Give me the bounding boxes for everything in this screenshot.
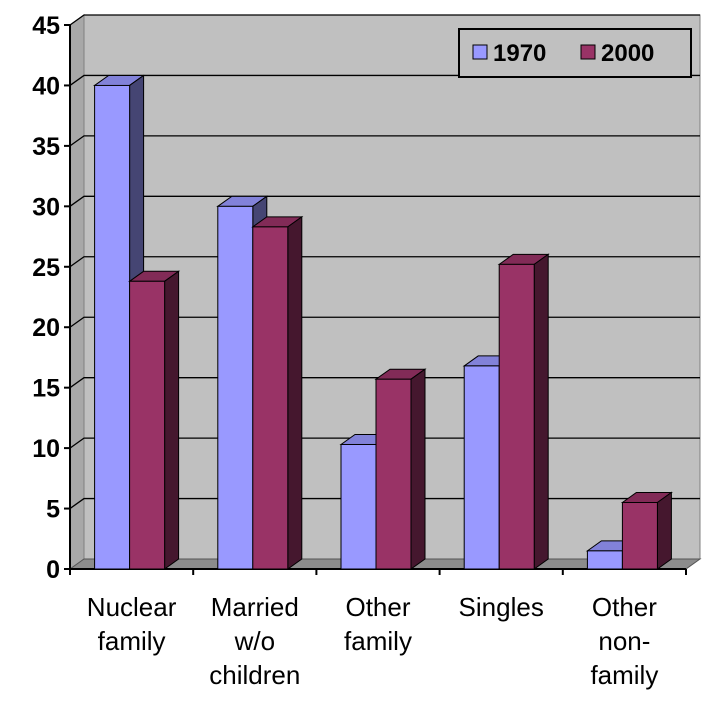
gridline: [69, 14, 700, 26]
y-tick-label: 25: [32, 254, 60, 282]
bar-1970: [340, 443, 377, 570]
x-category-label-line: Other: [345, 592, 410, 622]
x-category-label-line: Singles: [459, 592, 544, 622]
x-category-label-line: Nuclear: [87, 592, 177, 622]
bar-1970: [463, 365, 500, 570]
plot-side-wall: [69, 14, 85, 570]
y-tick-label: 30: [32, 193, 60, 221]
gridline: [69, 256, 700, 268]
x-category-label: Other non-family: [590, 592, 658, 690]
y-tick-label: 15: [32, 375, 60, 403]
bar-2000: [375, 378, 412, 570]
bar-2000-side: [656, 491, 672, 570]
y-tick-label: 10: [32, 435, 60, 463]
x-category-label-line: non-: [598, 626, 650, 656]
x-category-label: Nuclear family: [87, 592, 177, 656]
bar-1970: [586, 550, 623, 570]
bar-2000: [621, 502, 658, 570]
x-category-label-line: family: [98, 626, 166, 656]
gridline: [69, 135, 700, 147]
legend-swatch-2000: [580, 44, 596, 60]
bar-2000-side: [533, 253, 549, 570]
legend-label-1970: 1970: [493, 40, 546, 67]
y-tick-label: 40: [32, 72, 60, 100]
bar-2000: [252, 226, 289, 570]
x-category-label-line: family: [344, 626, 412, 656]
y-tick-label: 45: [32, 12, 60, 40]
x-category-label-line: Married: [211, 592, 299, 622]
bar-2000-side: [287, 215, 303, 570]
x-category-label-line: Other: [592, 592, 657, 622]
bar-1970: [217, 205, 254, 570]
gridline: [69, 195, 700, 207]
gridline: [69, 316, 700, 328]
bar-2000-side: [164, 270, 180, 570]
legend-box: [458, 28, 692, 78]
legend-label-2000: 2000: [601, 40, 654, 67]
bar-2000-side: [410, 368, 426, 570]
y-tick-label: 35: [32, 133, 60, 161]
legend-swatch-1970: [472, 44, 488, 60]
x-category-label-line: family: [590, 660, 658, 690]
x-category-label-line: children: [209, 660, 300, 690]
bar-1970: [94, 84, 131, 570]
bar-2000: [129, 280, 166, 570]
y-tick-label: 20: [32, 314, 60, 342]
x-category-label: Married w/o children: [209, 592, 300, 690]
bar-2000: [498, 263, 535, 570]
y-tick-label: 5: [46, 496, 60, 524]
x-category-label-line: w/o: [234, 626, 275, 656]
x-category-label: Singles: [459, 592, 544, 622]
x-category-label: Other family: [344, 592, 412, 656]
y-tick-label: 0: [46, 556, 60, 584]
